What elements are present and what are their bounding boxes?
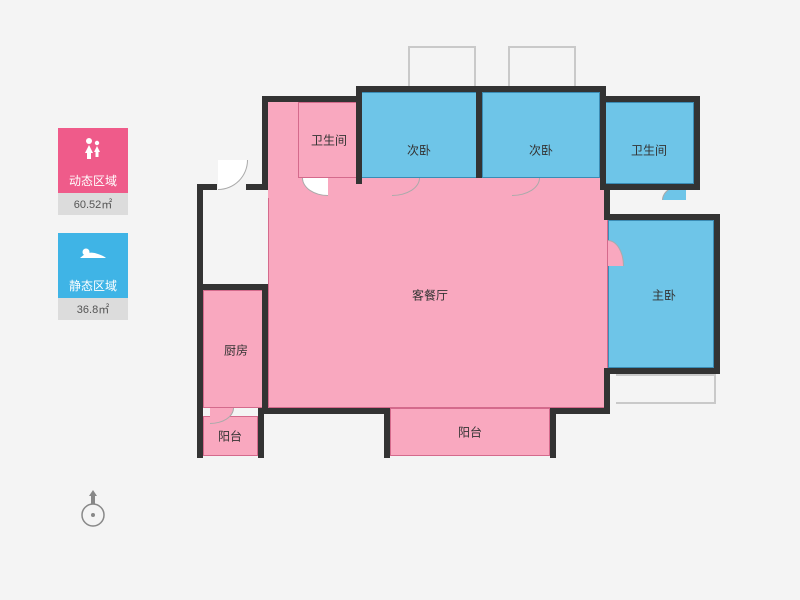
wall [197,184,203,416]
floorplan-canvas: 客餐厅 厨房 阳台 阳台 卫生间 次卧 次卧 卫生间 主卧 动态区域 60.52… [0,0,800,600]
wall [258,408,390,414]
wall [604,184,700,190]
window-outline [408,46,476,48]
wall [604,214,720,220]
wall [356,86,362,184]
wall [197,184,217,190]
wall [600,86,606,190]
label-balcony2: 阳台 [458,424,482,441]
legend-dynamic: 动态区域 60.52㎡ [58,128,128,215]
wall [476,86,482,178]
label-balcony1: 阳台 [218,428,242,445]
sleep-icon [58,233,128,273]
window-outline [408,46,410,88]
wall [197,284,265,290]
legend-dynamic-title: 动态区域 [58,168,128,193]
window-outline [474,46,476,88]
label-bath2: 卫生间 [631,142,667,159]
legend-dynamic-value: 60.52㎡ [58,193,128,215]
wall [550,408,610,414]
wall [262,284,268,414]
wall [262,96,362,102]
window-outline [714,374,716,404]
people-icon [58,128,128,168]
label-living: 客餐厅 [412,287,448,304]
label-mbed: 主卧 [652,287,676,304]
wall [604,368,720,374]
legend-static-title: 静态区域 [58,273,128,298]
wall [550,408,556,458]
wall [197,414,203,458]
label-bath1: 卫生间 [311,132,347,149]
wall [384,408,390,458]
label-kitchen: 厨房 [224,342,248,359]
wall [246,184,268,190]
wall [262,96,268,188]
wall [604,370,610,412]
wall [604,190,610,220]
wall [714,214,720,374]
label-sbed1: 次卧 [407,142,431,159]
wall [258,414,264,458]
room-sbed-1 [360,92,478,178]
label-sbed2: 次卧 [529,142,553,159]
window-outline [508,46,576,48]
room-sbed-2 [482,92,600,178]
wall [694,96,700,190]
legend-static-value: 36.8㎡ [58,298,128,320]
window-outline [616,374,716,376]
window-outline [508,46,510,88]
legend-static: 静态区域 36.8㎡ [58,233,128,320]
wall [600,96,700,102]
window-outline [574,46,576,88]
compass-icon [78,490,108,530]
room-pink-col [268,102,298,198]
door-arc [218,160,248,190]
legend: 动态区域 60.52㎡ 静态区域 36.8㎡ [58,128,128,320]
window-outline [616,402,716,404]
